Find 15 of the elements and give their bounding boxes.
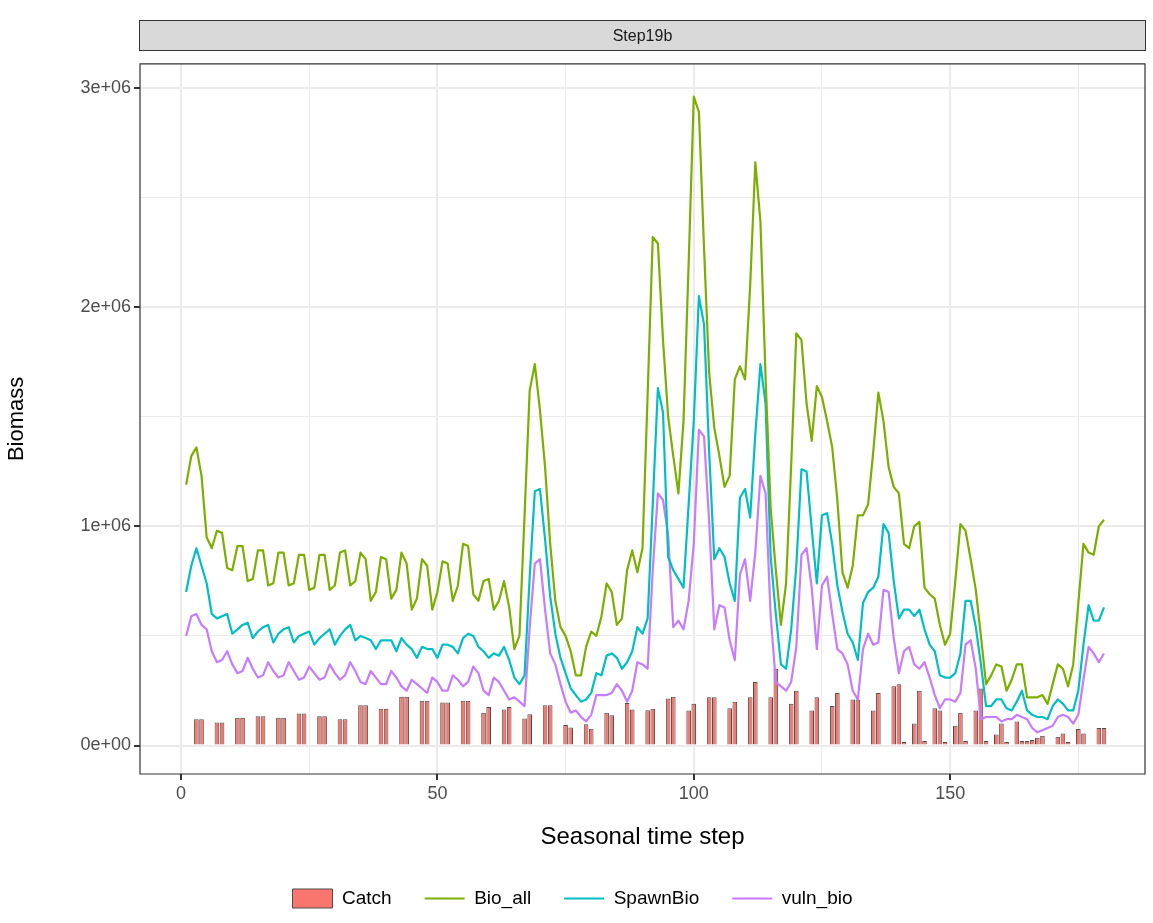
y-tick-label: 2e+06 (80, 296, 131, 317)
y-tick-label: 0e+00 (80, 734, 131, 755)
y-tick-label: 1e+06 (80, 515, 131, 536)
legend-label: vuln_bio (781, 886, 853, 909)
x-tick-label: 50 (427, 782, 448, 803)
y-axis-title: Biomass (3, 376, 29, 462)
x-axis-title: Seasonal time step (540, 822, 745, 850)
chart-title: Step19b (139, 20, 1146, 51)
x-tick-label: 0 (176, 782, 187, 803)
legend-label: Catch (342, 886, 392, 908)
legend-label: Bio_all (474, 886, 532, 909)
legend-label: SpawnBio (613, 886, 700, 908)
x-tick-label: 150 (935, 782, 966, 803)
x-tick-label: 100 (678, 782, 709, 803)
y-tick-label: 3e+06 (80, 76, 131, 97)
